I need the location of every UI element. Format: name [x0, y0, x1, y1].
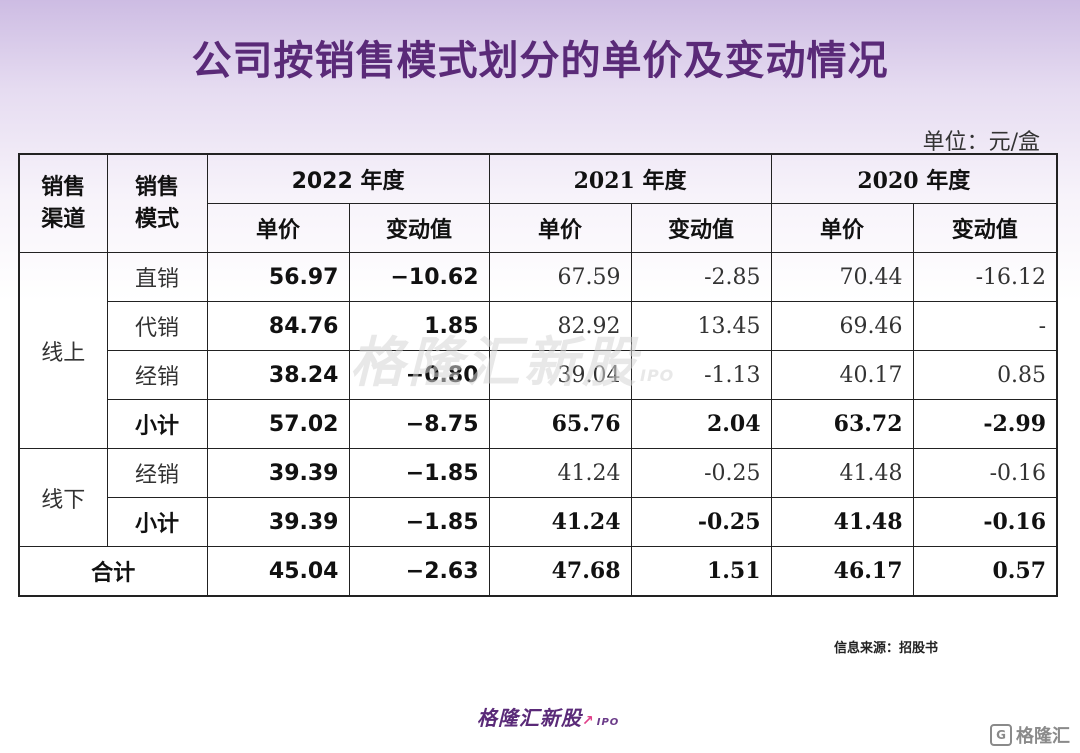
- table-row: 线上 直销 56.97 −10.62 67.59 -2.85 70.44 -16…: [18, 252, 1058, 449]
- change-2020: -2.99: [912, 399, 1058, 449]
- change-2021: 1.51: [630, 546, 772, 597]
- price-2022: 57.02: [206, 399, 350, 449]
- change-2021: -0.25: [630, 497, 772, 547]
- brand-logo: 格隆汇新股↗ IPO: [477, 706, 620, 730]
- corner-logo: G 格隆汇: [990, 722, 1070, 748]
- table-row-subtotal: 小计 39.39 −1.85 41.24 -0.25 41.48 -0.16: [19, 497, 1058, 547]
- change-2022: −8.75: [348, 399, 490, 449]
- header-change: 变动值: [912, 203, 1058, 253]
- price-2021: 67.59: [488, 252, 632, 302]
- price-2020: 41.48: [770, 497, 914, 547]
- header-channel: 销售 渠道: [18, 153, 108, 253]
- header-change: 变动值: [630, 203, 772, 253]
- table-row-subtotal: 小计 57.02 −8.75 65.76 2.04 63.72 -2.99: [19, 399, 1058, 449]
- header-row-years: 销售 渠道 销售 模式 2022 年度 2021 年度 2020 年度: [18, 153, 1058, 253]
- total-label: 合计: [18, 546, 208, 597]
- change-2022: −0.80: [348, 350, 490, 400]
- price-2022: 45.04: [206, 546, 350, 597]
- change-2022: −1.85: [348, 497, 490, 547]
- change-2020: 0.57: [912, 546, 1058, 597]
- price-2020: 63.72: [770, 399, 914, 449]
- change-2021: 2.04: [630, 399, 772, 449]
- price-2020: 69.46: [770, 301, 914, 351]
- channel-online: 线上: [18, 252, 108, 449]
- header-change: 变动值: [348, 203, 490, 253]
- price-2021: 39.04: [488, 350, 632, 400]
- price-2020: 40.17: [770, 350, 914, 400]
- header-price: 单价: [488, 203, 632, 253]
- table-row: 代销 84.76 1.85 82.92 13.45 69.46 -: [19, 301, 1058, 351]
- change-2020: -0.16: [912, 497, 1058, 547]
- price-2022: 56.97: [206, 252, 350, 302]
- table-row: 线下 经销 39.39 −1.85 41.24 -0.25 41.48 -0.1…: [18, 448, 1058, 547]
- price-2020: 70.44: [770, 252, 914, 302]
- mode-cell: 小计: [106, 399, 208, 449]
- header-year-2020: 2020 年度: [770, 153, 1058, 204]
- mode-cell: 代销: [106, 301, 208, 351]
- header-price: 单价: [770, 203, 914, 253]
- g-icon: G: [990, 724, 1012, 746]
- arrow-icon: ↗: [582, 713, 595, 729]
- price-2022: 84.76: [206, 301, 350, 351]
- mode-cell: 经销: [106, 448, 208, 498]
- price-2021: 47.68: [488, 546, 632, 597]
- change-2022: −2.63: [348, 546, 490, 597]
- price-2021: 82.92: [488, 301, 632, 351]
- header-price: 单价: [206, 203, 350, 253]
- price-2021: 41.24: [488, 448, 632, 498]
- change-2020: -: [912, 301, 1058, 351]
- price-2021: 41.24: [488, 497, 632, 547]
- change-2022: 1.85: [348, 301, 490, 351]
- channel-offline: 线下: [18, 448, 108, 547]
- price-2022: 39.39: [206, 448, 350, 498]
- change-2021: -1.13: [630, 350, 772, 400]
- table-row-total: 合计 45.04 −2.63 47.68 1.51 46.17 0.57: [18, 546, 1058, 597]
- change-2020: -16.12: [912, 252, 1058, 302]
- header-year-2021: 2021 年度: [488, 153, 772, 204]
- change-2022: −1.85: [348, 448, 490, 498]
- header-year-2022: 2022 年度: [206, 153, 490, 204]
- source-note: 信息来源：招股书: [834, 641, 939, 656]
- page-title: 公司按销售模式划分的单价及变动情况: [191, 37, 889, 84]
- mode-cell: 直销: [106, 252, 208, 302]
- mode-cell: 经销: [106, 350, 208, 400]
- table-row: 经销 38.24 −0.80 39.04 -1.13 40.17 0.85: [19, 350, 1058, 400]
- change-2021: -0.25: [630, 448, 772, 498]
- price-2021: 65.76: [488, 399, 632, 449]
- change-2021: -2.85: [630, 252, 772, 302]
- header-mode: 销售 模式: [106, 153, 208, 253]
- change-2020: -0.16: [912, 448, 1058, 498]
- price-change-table: 销售 渠道 销售 模式 2022 年度 2021 年度 2020 年度 单价 变…: [18, 153, 1059, 597]
- price-2022: 38.24: [206, 350, 350, 400]
- change-2020: 0.85: [912, 350, 1058, 400]
- unit-label: 单位：元/盒: [922, 130, 1040, 155]
- price-2020: 41.48: [770, 448, 914, 498]
- change-2021: 13.45: [630, 301, 772, 351]
- price-2020: 46.17: [770, 546, 914, 597]
- price-2022: 39.39: [206, 497, 350, 547]
- change-2022: −10.62: [348, 252, 490, 302]
- mode-cell: 小计: [106, 497, 208, 547]
